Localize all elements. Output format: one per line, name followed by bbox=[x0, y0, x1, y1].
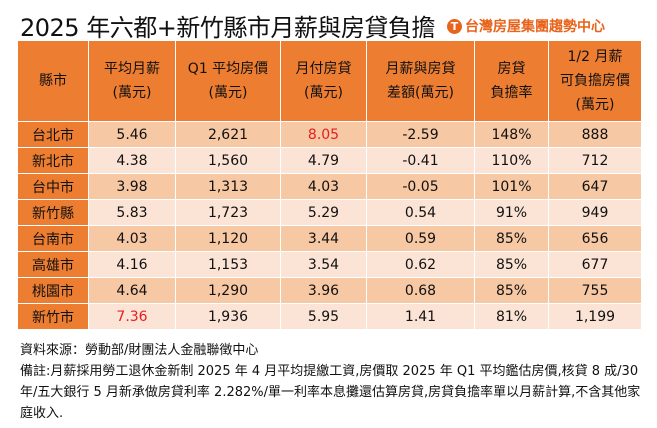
value-cell: 8.05 bbox=[280, 121, 367, 148]
column-header: 房貸 負擔率 bbox=[474, 40, 549, 122]
value-cell: 4.03 bbox=[88, 225, 176, 252]
value-cell: 1,120 bbox=[175, 225, 281, 252]
table-row: 高雄市 4.16 1,153 3.54 0.62 85% 677 bbox=[17, 251, 642, 278]
table-row: 桃園市 4.64 1,290 3.96 0.68 85% 755 bbox=[17, 277, 642, 304]
city-cell: 台南市 bbox=[17, 225, 89, 252]
table-row: 台中市 3.98 1,313 4.03 -0.05 101% 647 bbox=[17, 173, 642, 200]
header-line: (萬元) bbox=[208, 85, 248, 101]
header-line: 平均月薪 bbox=[104, 61, 160, 77]
column-header: 月付房貸 (萬元) bbox=[280, 40, 367, 122]
value-cell: 656 bbox=[548, 225, 642, 252]
city-cell: 新竹縣 bbox=[17, 199, 89, 226]
header-line: 月薪與房貸 bbox=[385, 61, 456, 77]
value-cell: 148% bbox=[474, 121, 549, 148]
header-line: (萬元) bbox=[112, 85, 152, 101]
salary-mortgage-table: 縣市 平均月薪 (萬元) Q1 平均房價 (萬元) 月付房貸 (萬元) 月薪與房貸差額(萬元)… bbox=[17, 40, 642, 330]
value-cell: 2,621 bbox=[175, 121, 281, 148]
value-cell: -2.59 bbox=[366, 121, 475, 148]
city-cell: 台北市 bbox=[17, 121, 89, 148]
value-cell: -0.41 bbox=[366, 147, 475, 174]
value-cell: 5.95 bbox=[280, 303, 367, 330]
value-cell: 5.83 bbox=[88, 199, 176, 226]
brand-logo: T 台灣房屋集團趨勢中心 bbox=[447, 16, 605, 36]
value-cell: -0.05 bbox=[366, 173, 475, 200]
value-cell: 4.38 bbox=[88, 147, 176, 174]
table-row: 台北市 5.46 2,621 8.05 -2.59 148% 888 bbox=[17, 121, 642, 148]
value-cell: 1,560 bbox=[175, 147, 281, 174]
value-cell: 3.44 bbox=[280, 225, 367, 252]
table-row: 新竹縣 5.83 1,723 5.29 0.54 91% 949 bbox=[17, 199, 642, 226]
value-cell: 4.64 bbox=[88, 277, 176, 304]
value-cell: 101% bbox=[474, 173, 549, 200]
value-cell: 949 bbox=[548, 199, 642, 226]
city-cell: 台中市 bbox=[17, 173, 89, 200]
value-cell: 5.29 bbox=[280, 199, 367, 226]
header-line: 可負擔房價 bbox=[560, 73, 630, 89]
value-cell: 91% bbox=[474, 199, 549, 226]
page-title: 2025 年六都+新竹縣市月薪與房貸負擔 bbox=[20, 14, 435, 42]
table-row: 新竹市 7.36 1,936 5.95 1.41 81% 1,199 bbox=[17, 303, 642, 330]
column-header: 縣市 bbox=[17, 40, 89, 122]
value-cell: 85% bbox=[474, 225, 549, 252]
value-cell: 1.41 bbox=[366, 303, 475, 330]
value-cell: 1,153 bbox=[175, 251, 281, 278]
city-cell: 高雄市 bbox=[17, 251, 89, 278]
value-cell: 7.36 bbox=[88, 303, 176, 330]
city-cell: 桃園市 bbox=[17, 277, 89, 304]
value-cell: 0.54 bbox=[366, 199, 475, 226]
value-cell: 1,290 bbox=[175, 277, 281, 304]
city-cell: 新北市 bbox=[17, 147, 89, 174]
header-line: 1/2 月薪 bbox=[567, 49, 623, 65]
column-header: 1/2 月薪 可負擔房價 (萬元) bbox=[548, 40, 642, 122]
value-cell: 755 bbox=[548, 277, 642, 304]
value-cell: 110% bbox=[474, 147, 549, 174]
value-cell: 85% bbox=[474, 277, 549, 304]
header-line: (萬元) bbox=[575, 97, 615, 113]
header-line: 差額(萬元) bbox=[387, 85, 454, 101]
value-cell: 4.79 bbox=[280, 147, 367, 174]
value-cell: 0.62 bbox=[366, 251, 475, 278]
header-line: (萬元) bbox=[304, 85, 343, 101]
value-cell: 1,936 bbox=[175, 303, 281, 330]
value-cell: 1,199 bbox=[548, 303, 642, 330]
value-cell: 0.59 bbox=[366, 225, 475, 252]
value-cell: 3.96 bbox=[280, 277, 367, 304]
value-cell: 1,723 bbox=[175, 199, 281, 226]
notes: 資料來源：勞動部/財團法人金融聯徵中心 備註:月薪採用勞工退休金新制 2025 … bbox=[20, 340, 650, 424]
value-cell: 81% bbox=[474, 303, 549, 330]
value-cell: 85% bbox=[474, 251, 549, 278]
table-row: 台南市 4.03 1,120 3.44 0.59 85% 656 bbox=[17, 225, 642, 252]
table-row: 新北市 4.38 1,560 4.79 -0.41 110% 712 bbox=[17, 147, 642, 174]
value-cell: 4.03 bbox=[280, 173, 367, 200]
value-cell: 3.98 bbox=[88, 173, 176, 200]
value-cell: 888 bbox=[548, 121, 642, 148]
header-line: 負擔率 bbox=[490, 85, 533, 101]
value-cell: 647 bbox=[548, 173, 642, 200]
value-cell: 677 bbox=[548, 251, 642, 278]
brand-name: 台灣房屋集團趨勢中心 bbox=[465, 19, 605, 35]
value-cell: 4.16 bbox=[88, 251, 176, 278]
header-line: 縣市 bbox=[39, 73, 67, 89]
header-line: 房貸 bbox=[497, 61, 526, 77]
value-cell: 3.54 bbox=[280, 251, 367, 278]
brand-icon: T bbox=[447, 18, 462, 34]
header-line: Q1 平均房價 bbox=[187, 61, 269, 77]
source-text: 資料來源：勞動部/財團法人金融聯徵中心 bbox=[20, 343, 259, 358]
header-line: 月付房貸 bbox=[295, 61, 352, 77]
value-cell: 5.46 bbox=[88, 121, 176, 148]
value-cell: 0.68 bbox=[366, 277, 475, 304]
value-cell: 1,313 bbox=[175, 173, 281, 200]
column-header: 平均月薪 (萬元) bbox=[88, 40, 176, 122]
column-header: Q1 平均房價 (萬元) bbox=[175, 40, 281, 122]
column-header: 月薪與房貸差額(萬元) bbox=[366, 40, 475, 122]
note-text: 備註:月薪採用勞工退休金新制 2025 年 4 月平均提繳工資,房價取 2025… bbox=[20, 364, 641, 421]
city-cell: 新竹市 bbox=[17, 303, 89, 330]
value-cell: 712 bbox=[548, 147, 642, 174]
